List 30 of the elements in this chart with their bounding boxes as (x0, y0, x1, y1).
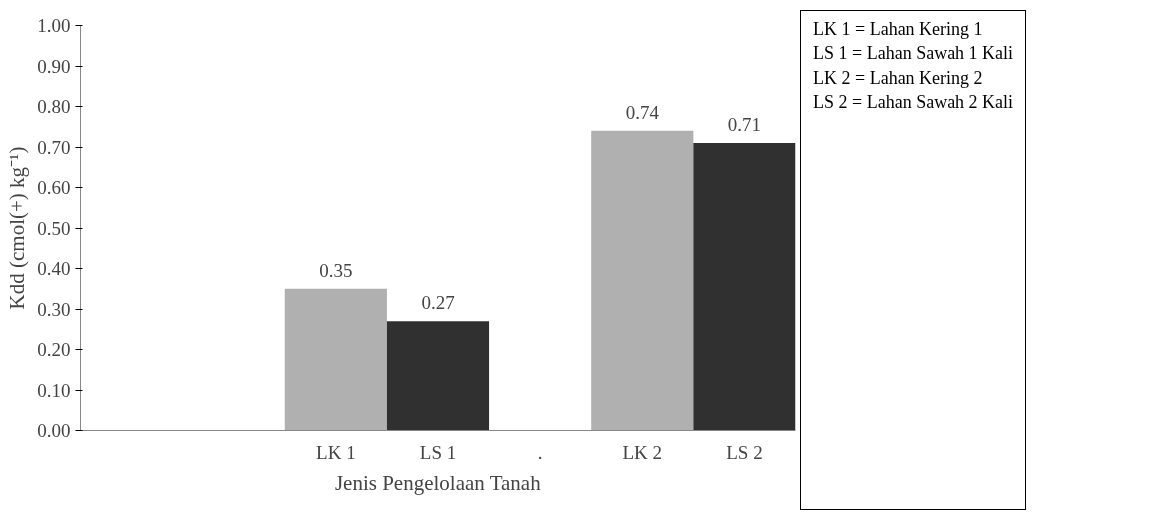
y-tick-label: 0.00 (37, 420, 71, 441)
text: LS 1 = Lahan Sawah 1 Kali (813, 43, 1014, 64)
y-tick-label: 0.20 (37, 339, 71, 360)
text: LK 2 = Lahan Kering 2 (813, 67, 983, 88)
text: LK 1 = Lahan Kering 1 (813, 19, 983, 39)
x-tick-label: . (537, 441, 543, 463)
y-tick-label: 0.90 (37, 55, 71, 77)
data-label: 0.74 (625, 101, 660, 123)
text: LS 2 = Lahan Sawah 2 Kali (813, 91, 1014, 112)
bar (386, 321, 490, 431)
y-tick-label: 0.50 (37, 217, 71, 239)
data-label: 0.27 (421, 292, 455, 314)
x-tick-label: LK 1 (316, 441, 356, 463)
y-tick-label: 0.30 (37, 298, 71, 320)
y-tick-label: 0.80 (37, 96, 71, 117)
data-label: 0.35 (319, 259, 353, 281)
y-tick-label: 1.00 (37, 15, 71, 36)
bar (284, 288, 387, 431)
bar (693, 142, 796, 431)
bar (591, 130, 694, 431)
y-axis-title: Kdd (cmol(+) kg⁻¹) (5, 146, 30, 310)
y-tick-label: 0.60 (37, 177, 71, 198)
x-axis-title: Jenis Pengelolaan Tanah (334, 470, 542, 495)
y-tick-label: 0.40 (37, 258, 71, 279)
x-tick-label: LS 1 (419, 441, 457, 463)
y-tick-label: 0.70 (37, 136, 71, 158)
y-tick-label: 0.10 (37, 379, 71, 401)
x-tick-label: LK 2 (622, 441, 663, 463)
x-tick-label: LS 2 (726, 441, 763, 463)
data-label: 0.71 (727, 113, 762, 135)
